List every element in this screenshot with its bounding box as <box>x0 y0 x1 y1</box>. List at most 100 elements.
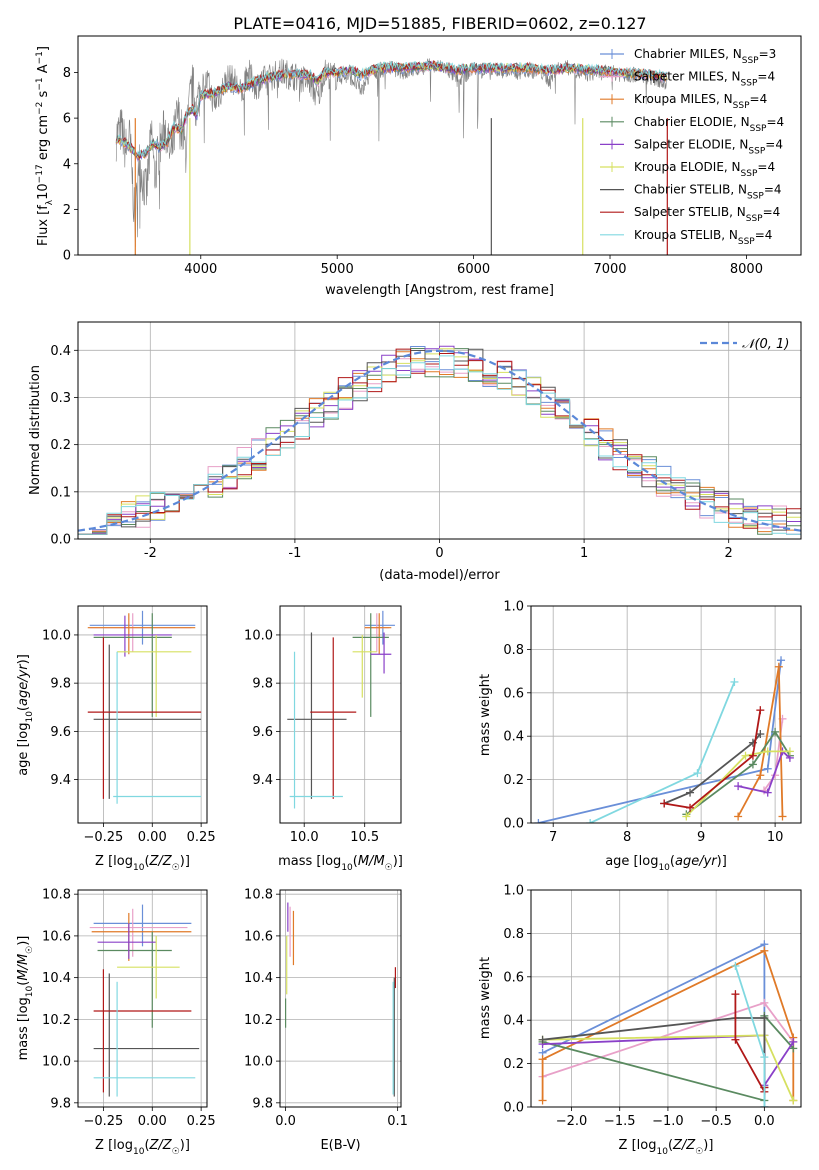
x-tick-label: 1 <box>580 546 588 561</box>
y-tick-label: 8 <box>63 66 71 81</box>
label-part: 10 <box>341 863 353 873</box>
label-part: M/M <box>358 854 385 869</box>
label-part: mass [log <box>278 854 341 869</box>
y-tick-label: 10.6 <box>244 929 273 944</box>
x-axis-label: mass [log10(M/M☉)] <box>278 854 403 873</box>
label-part: λ <box>45 199 55 205</box>
label-part: Z/Z <box>149 854 173 869</box>
label-part: =3 <box>759 47 777 61</box>
label-part: =4 <box>755 228 773 242</box>
y-tick-label: 10.6 <box>42 929 71 944</box>
x-tick-label: −0.5 <box>700 1114 732 1129</box>
x-tick-label: 0 <box>435 546 443 561</box>
label-part: ☉ <box>25 946 35 954</box>
x-tick-label: −2.0 <box>556 1114 588 1129</box>
y-tick-label: 10.2 <box>244 1013 273 1028</box>
x-tick-label: -2 <box>144 546 157 561</box>
age-vs-mass-panel: 10.0 10.5 9.4 9.6 9.8 10.0 mass [log10(M/M☉)] <box>244 605 403 873</box>
x-tick-label: 4000 <box>184 262 217 277</box>
legend-entry-label: 𝒩(0, 1) <box>742 337 789 352</box>
x-tick-label: −0.25 <box>83 830 123 845</box>
x-axis-label: E(B-V) <box>320 1138 360 1153</box>
y-tick-label: 10.0 <box>42 1055 71 1070</box>
legend-entry-label: Chabrier STELIB, NSSP=4 <box>634 183 782 202</box>
label-part: Kroupa ELODIE, N <box>634 160 741 174</box>
weight-line-chabrier_stelib <box>542 1017 766 1088</box>
y-tick-label: 0.1 <box>50 485 71 500</box>
x-tick-label: 5000 <box>321 262 354 277</box>
y-tick-label: 0.8 <box>503 643 524 658</box>
model-spectrum-salpeter_miles <box>115 62 668 160</box>
label-part: 10 <box>133 1147 145 1157</box>
legend-entry-label: Salpeter STELIB, NSSP=4 <box>634 205 780 224</box>
label-part: =4 <box>757 70 775 84</box>
x-tick-label: 0.25 <box>187 830 216 845</box>
label-part: Salpeter STELIB, N <box>634 205 746 219</box>
label-part: SSP <box>733 101 750 111</box>
label-part: )] <box>16 654 31 664</box>
label-part: Flux [f <box>36 205 51 246</box>
label-part: ( <box>144 854 149 869</box>
label-part: SSP <box>741 169 758 179</box>
figure-title: PLATE=0416, MJD=51885, FIBERID=0602, z=0… <box>233 14 646 33</box>
residual-histogram-kroupa_stelib <box>78 355 801 535</box>
label-part: 10 <box>36 183 51 200</box>
y-tick-label: 9.8 <box>50 1096 71 1111</box>
label-part: =4 <box>763 205 781 219</box>
label-part: Kroupa MILES, N <box>634 92 733 106</box>
label-part: Chabrier ELODIE, N <box>634 115 750 129</box>
label-part: Chabrier MILES, N <box>634 47 742 61</box>
x-tick-label: 10.5 <box>350 830 379 845</box>
label-part: ] <box>36 46 51 51</box>
axes-frame <box>530 889 802 1108</box>
y-tick-label: 10.0 <box>244 628 273 643</box>
y-tick-label: 0.0 <box>503 1101 524 1116</box>
observed-spectrum-line <box>115 58 668 247</box>
axes-frame <box>77 889 208 1108</box>
label-part: )] <box>703 1138 713 1153</box>
x-tick-label: −1.0 <box>652 1114 684 1129</box>
y-tick-label: 0.2 <box>503 773 524 788</box>
label-part: =4 <box>750 92 768 106</box>
model-spectrum-kroupa_elodie <box>116 60 668 160</box>
y-axis-label: mass weight <box>478 674 493 756</box>
y-tick-label: 0.4 <box>50 344 71 359</box>
legend-entry-label: Chabrier ELODIE, NSSP=4 <box>634 115 784 134</box>
y-tick-label: 0.2 <box>50 438 71 453</box>
mass-vs-metallicity-panel: −0.25 0.00 0.25 9.8 10.0 10.2 10.4 10.6 10.8 Z [l… <box>16 888 216 1157</box>
x-tick-label: 0.00 <box>138 1114 167 1129</box>
label-part: Z [log <box>95 1138 133 1153</box>
label-part: mass [log <box>16 997 31 1060</box>
model-spectrum-chabrier_miles <box>115 62 668 163</box>
legend-entry-label: Kroupa MILES, NSSP=4 <box>634 92 767 111</box>
y-tick-label: 9.8 <box>252 677 273 692</box>
x-tick-label: 8 <box>623 830 631 845</box>
label-part: )] <box>393 854 403 869</box>
y-tick-label: 10.0 <box>244 1055 273 1070</box>
label-part: =4 <box>765 137 783 151</box>
x-tick-label: 6000 <box>457 262 490 277</box>
label-part: 10 <box>656 1147 668 1157</box>
plot-area <box>78 345 801 535</box>
y-axis-label: mass weight <box>478 957 493 1039</box>
label-part: s <box>36 90 51 101</box>
label-part: A <box>36 64 51 77</box>
y-tick-label: 0.0 <box>503 817 524 832</box>
normal-distribution-curve <box>78 349 801 532</box>
x-tick-label: 7 <box>549 830 557 845</box>
label-part: Salpeter ELODIE, N <box>634 137 748 151</box>
y-tick-label: 0.4 <box>503 1014 524 1029</box>
plot-area <box>115 58 668 255</box>
label-part: ( <box>144 1138 149 1153</box>
label-part: ☉ <box>385 863 393 873</box>
axes-frame <box>279 605 402 824</box>
x-tick-label: 0.1 <box>387 1114 408 1129</box>
weight-vs-metallicity-panel: −2.0 −1.5 −1.0 −0.5 0.0 0.0 0.2 0.4 0.6 0.8 1.0 Z [… <box>478 884 802 1157</box>
y-tick-label: 9.6 <box>252 725 273 740</box>
age-vs-metallicity-panel: −0.25 0.00 0.259.49.69.810.0Z [log10(Z/Z☉)… <box>16 605 216 873</box>
y-tick-label: 2 <box>63 203 71 218</box>
label-part: age/yr <box>675 854 718 869</box>
label-part: −2 <box>35 102 45 115</box>
